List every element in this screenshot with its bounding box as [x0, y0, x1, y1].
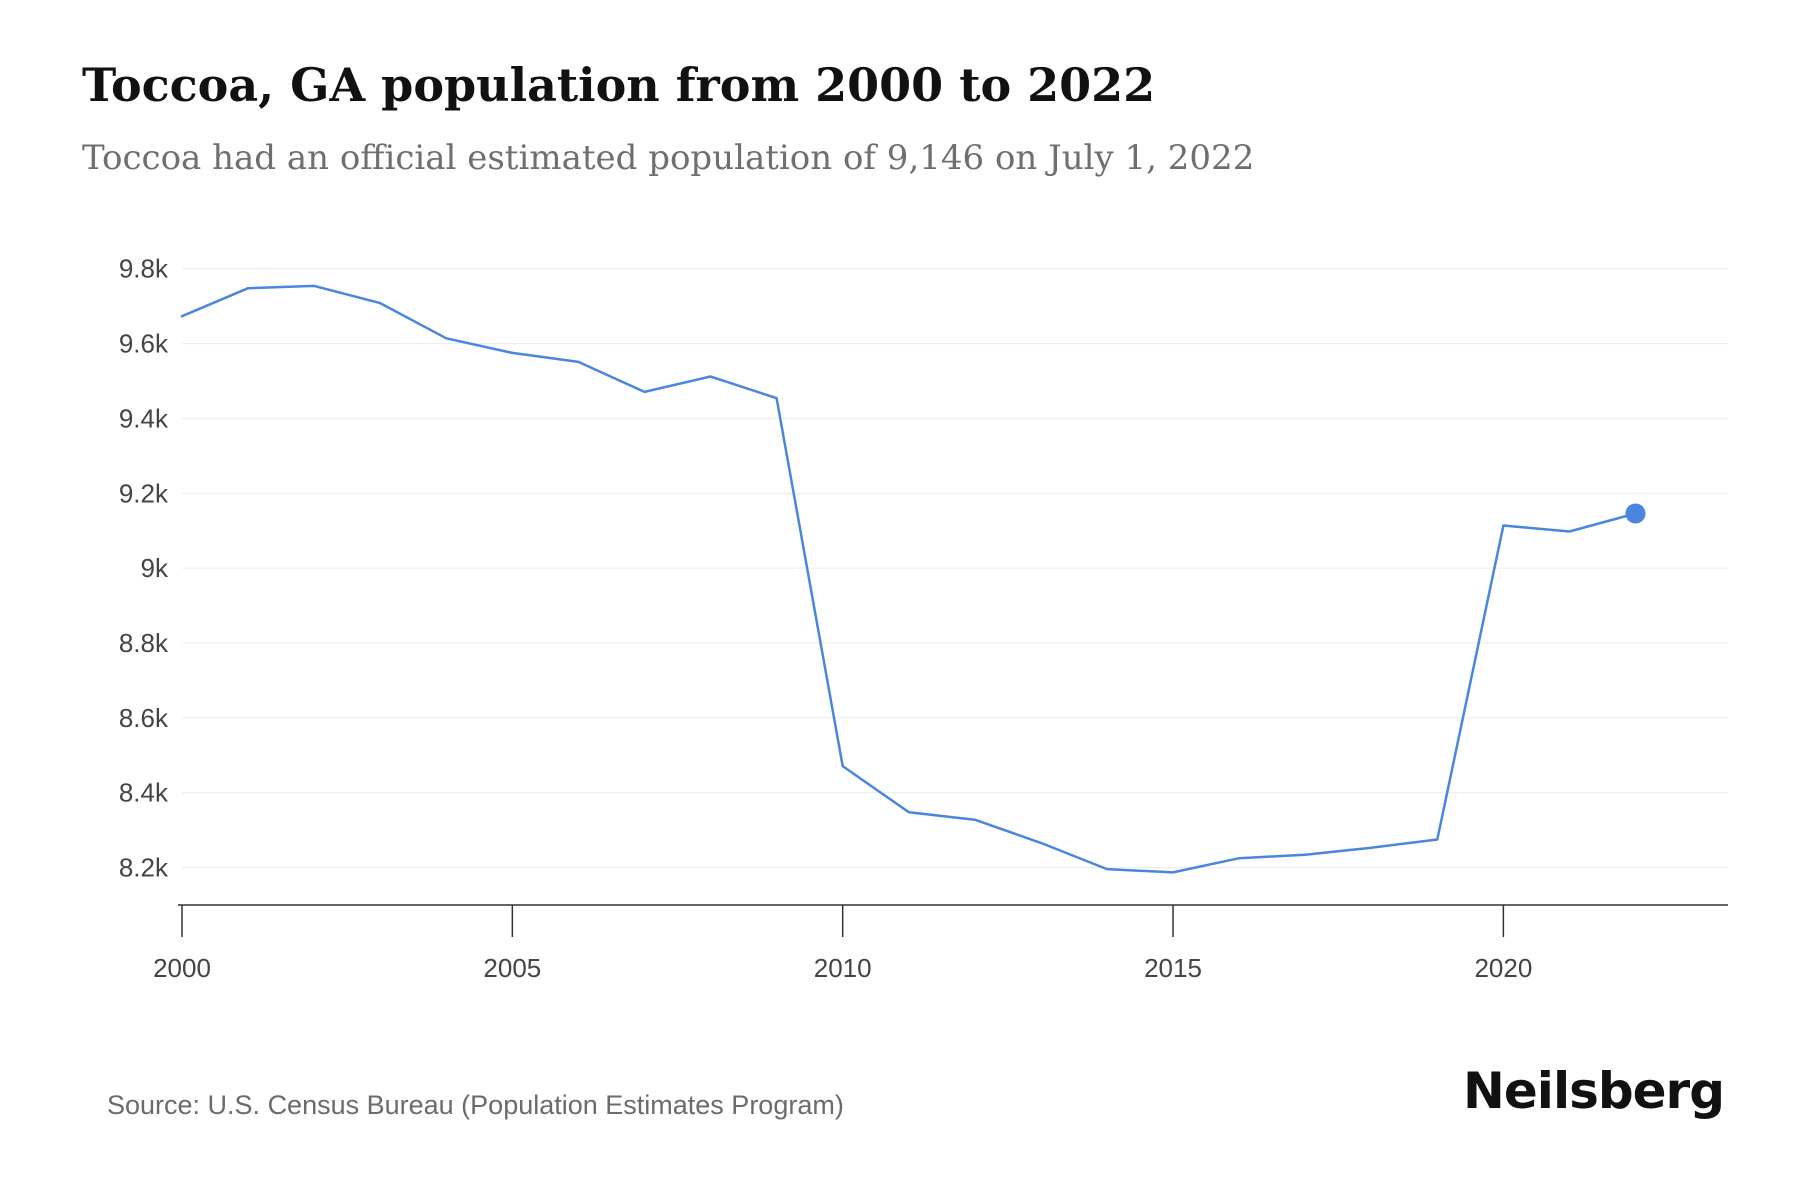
y-tick-label: 9.8k	[119, 254, 169, 284]
gridlines	[182, 268, 1728, 869]
latest-value-marker	[1625, 503, 1646, 524]
population-series	[180, 284, 1646, 874]
population-line	[180, 284, 1637, 874]
y-tick-label: 9k	[141, 553, 169, 583]
neilsberg-logo[interactable]: Neilsberg	[1463, 1062, 1725, 1120]
y-tick-label: 8.4k	[119, 778, 169, 808]
y-tick-label: 9.6k	[119, 329, 169, 359]
y-axis-tick-labels: 8.2k 8.4k 8.6k 8.8k 9k 9.2k 9.4k 9.6k 9.8k	[119, 254, 169, 883]
x-tick-label: 2010	[814, 953, 872, 983]
y-tick-label: 8.8k	[119, 628, 169, 658]
y-tick-label: 9.2k	[119, 478, 169, 508]
x-tick-label: 2000	[153, 953, 211, 983]
y-tick-label: 8.2k	[119, 853, 169, 883]
chart-title: Toccoa, GA population from 2000 to 2022	[82, 58, 1156, 112]
y-tick-label: 8.6k	[119, 703, 169, 733]
chart-subtitle: Toccoa had an official estimated populat…	[82, 138, 1255, 178]
y-tick-label: 9.4k	[119, 403, 169, 433]
x-tick-label: 2020	[1474, 953, 1532, 983]
x-axis: 2000 2005 2010 2015 2020	[153, 904, 1728, 983]
x-tick-label: 2015	[1144, 953, 1202, 983]
source-note: Source: U.S. Census Bureau (Population E…	[107, 1090, 844, 1120]
x-tick-label: 2005	[483, 953, 541, 983]
